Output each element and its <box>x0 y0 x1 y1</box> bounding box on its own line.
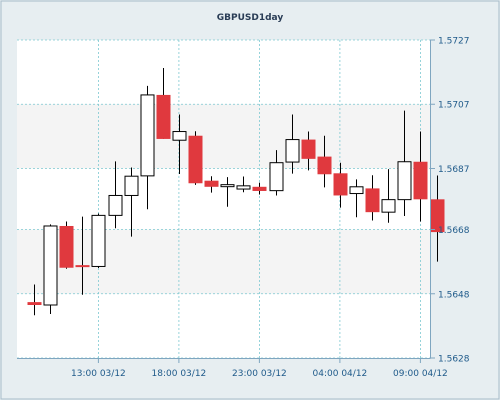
candle-body-bearish <box>27 302 42 305</box>
candle-body-bearish <box>252 186 267 191</box>
candle-body-bullish <box>124 175 139 196</box>
candle-body-bearish <box>188 135 203 184</box>
chart-title: GBPUSD1day <box>217 13 284 23</box>
y-tick-label: 1.5668 <box>438 226 470 236</box>
candle-body-bullish <box>140 94 155 177</box>
candle-body-bearish <box>59 225 74 268</box>
candle-body-bullish <box>91 214 106 267</box>
x-tick-label: 23:00 03/12 <box>232 369 287 379</box>
x-tick-label: 09:00 04/12 <box>393 369 448 379</box>
plot-bands <box>17 40 430 358</box>
candle-body-bearish <box>75 265 90 268</box>
candle-body-bullish <box>397 161 412 201</box>
y-tick-label: 1.5687 <box>438 165 470 175</box>
candle-series <box>27 67 445 316</box>
candle-body-bearish <box>301 139 316 159</box>
candle-body-bullish <box>349 186 364 195</box>
candle-body-bullish <box>381 199 396 213</box>
x-tick-label: 04:00 04/12 <box>313 369 368 379</box>
candle-body-bullish <box>285 139 300 163</box>
plot-band <box>17 104 430 169</box>
candle-body-bearish <box>333 173 348 196</box>
candle-body-bearish <box>413 161 428 200</box>
y-tick-label: 1.5628 <box>438 355 470 365</box>
y-axis-tick-labels: 1.5727 1.5707 1.5687 1.5668 1.5648 1.5628 <box>438 37 470 365</box>
plot-area <box>17 40 430 358</box>
x-tick-label: 18:00 03/12 <box>152 369 207 379</box>
x-axis-tick-labels: 13:00 03/12 18:00 03/12 23:00 03/12 04:00 0… <box>71 369 448 379</box>
candle-body-bearish <box>156 94 171 139</box>
candle-body-bearish <box>317 156 332 175</box>
candle-body-bullish <box>236 185 251 190</box>
candle-body-bullish <box>172 131 187 141</box>
y-tick-label: 1.5648 <box>438 290 470 300</box>
candle-body-bullish <box>220 184 235 188</box>
x-tick-label: 13:00 03/12 <box>71 369 126 379</box>
vertical-gridlines <box>98 40 421 358</box>
candle-body-bullish <box>43 225 58 306</box>
candle-body-bearish <box>365 188 380 213</box>
candle-body-bullish <box>269 162 284 192</box>
axes <box>17 39 435 363</box>
plot-band <box>17 229 430 294</box>
y-tick-label: 1.5727 <box>438 37 470 47</box>
candle-body-bearish <box>204 180 219 187</box>
y-tick-label: 1.5707 <box>438 101 470 111</box>
candle-body-bullish <box>108 194 123 216</box>
candle-body-bearish <box>430 199 445 233</box>
